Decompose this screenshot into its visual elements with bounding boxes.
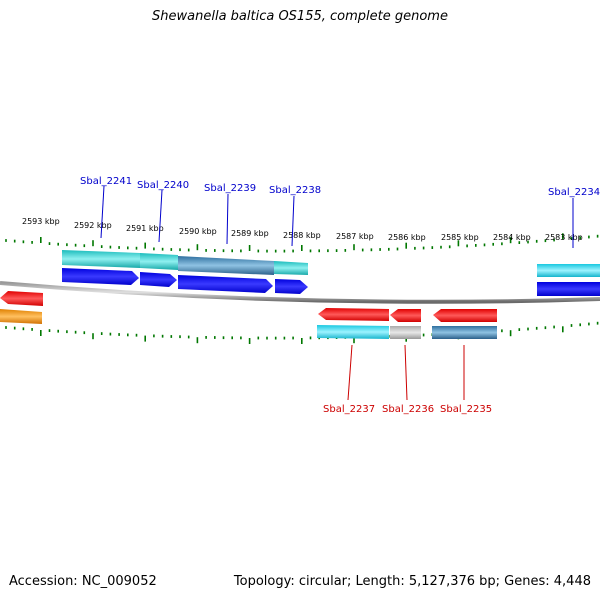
gene-label[interactable]: Sbal_2238	[269, 185, 321, 196]
gene-label[interactable]: Sbal_2240	[137, 180, 189, 191]
gene-label[interactable]: Sbal_2234	[548, 187, 600, 198]
label-leader-line	[226, 193, 229, 245]
label-leader-line	[158, 189, 163, 243]
label-leader-line	[100, 185, 105, 239]
top-tick-row	[5, 233, 599, 253]
reverse-cds-track	[0, 291, 497, 322]
gene-feature[interactable]	[432, 326, 497, 339]
position-label: 2583 kbp	[545, 233, 583, 242]
position-label: 2584 kbp	[493, 233, 531, 242]
reverse-gene-labels: Sbal_2237 Sbal_2236 Sbal_2235	[323, 344, 492, 415]
position-label: 2593 kbp	[22, 217, 60, 226]
forward-cds-track	[62, 268, 600, 296]
position-label: 2588 kbp	[283, 231, 321, 240]
gene-feature[interactable]	[178, 256, 274, 275]
position-label: 2592 kbp	[74, 221, 112, 230]
bottom-tick-row	[5, 321, 599, 344]
forward-feature-track	[62, 250, 600, 277]
gene-label[interactable]: Sbal_2239	[204, 183, 256, 194]
genome-backbone	[0, 281, 600, 304]
gene-label[interactable]: Sbal_2241	[80, 176, 132, 187]
position-label-group: 2593 kbp 2592 kbp 2591 kbp 2590 kbp 2589…	[22, 217, 583, 242]
gene-feature[interactable]	[0, 309, 42, 324]
position-label: 2590 kbp	[179, 227, 217, 236]
gene-label[interactable]: Sbal_2236	[382, 404, 434, 415]
gene-feature[interactable]	[274, 261, 308, 275]
position-label: 2586 kbp	[388, 233, 426, 242]
forward-gene-labels: Sbal_2241 Sbal_2240 Sbal_2239 Sbal_2238 …	[80, 176, 600, 248]
label-leader-line	[291, 195, 295, 247]
gene-label[interactable]: Sbal_2237	[323, 404, 375, 415]
position-label: 2585 kbp	[441, 233, 479, 242]
gene-feature[interactable]	[62, 250, 140, 268]
cds-arrow[interactable]	[318, 308, 389, 321]
cds-arrow[interactable]	[62, 268, 139, 285]
cds-arrow[interactable]	[537, 282, 600, 296]
map-title: Shewanella baltica OS155, complete genom…	[152, 9, 448, 24]
cds-arrow[interactable]	[390, 309, 421, 322]
cds-arrow[interactable]	[0, 291, 43, 306]
gene-feature[interactable]	[390, 326, 421, 339]
gene-feature[interactable]	[317, 325, 389, 339]
position-label: 2587 kbp	[336, 232, 374, 241]
cds-arrow[interactable]	[178, 275, 273, 293]
cds-arrow[interactable]	[140, 272, 177, 287]
reverse-feature-track	[0, 309, 497, 339]
gene-feature[interactable]	[537, 264, 600, 277]
position-label: 2589 kbp	[231, 229, 269, 238]
gene-feature[interactable]	[140, 253, 178, 270]
cds-arrow[interactable]	[275, 279, 308, 294]
position-label: 2591 kbp	[126, 224, 164, 233]
gene-label[interactable]: Sbal_2235	[440, 404, 492, 415]
genome-summary: Topology: circular; Length: 5,127,376 bp…	[233, 574, 591, 589]
label-leader-line	[347, 344, 353, 401]
cds-arrow[interactable]	[433, 309, 497, 322]
label-leader-line	[404, 344, 408, 401]
accession-label: Accession: NC_009052	[9, 574, 157, 589]
